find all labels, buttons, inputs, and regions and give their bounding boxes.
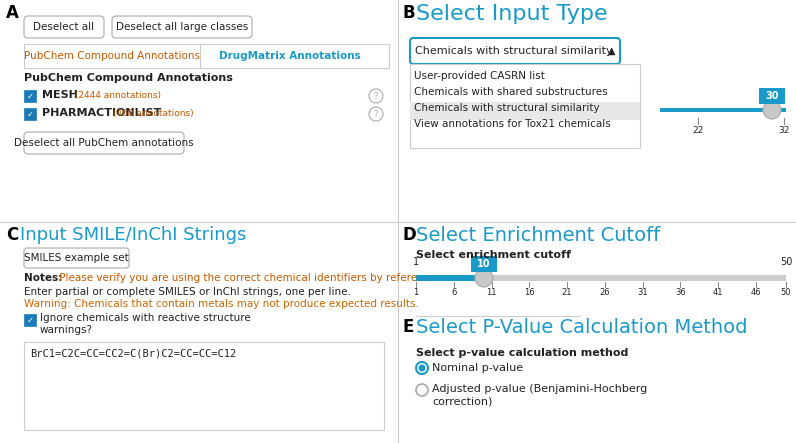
Text: ?: ?: [374, 92, 378, 101]
Text: Nominal p-value: Nominal p-value: [432, 363, 523, 373]
Bar: [24, 90, 36, 102]
Bar: [410, 102, 640, 120]
Text: Deselect all PubChem annotations: Deselect all PubChem annotations: [14, 138, 193, 148]
Text: 41: 41: [712, 288, 724, 297]
Text: Select Enrichment Cutoff: Select Enrichment Cutoff: [416, 226, 660, 245]
Bar: [24, 44, 389, 68]
Bar: [416, 275, 786, 281]
Text: Chemicals with structural similarity: Chemicals with structural similarity: [415, 46, 613, 56]
Text: D: D: [403, 226, 417, 244]
Text: 31: 31: [638, 288, 648, 297]
Text: Enter partial or complete SMILES or InChI strings, one per line.: Enter partial or complete SMILES or InCh…: [24, 287, 351, 297]
Text: warnings?: warnings?: [40, 325, 93, 335]
Bar: [759, 88, 785, 104]
Bar: [471, 256, 497, 272]
Text: Ignore chemicals with reactive structure: Ignore chemicals with reactive structure: [40, 313, 251, 323]
Bar: [24, 108, 36, 120]
Text: Select enrichment cutoff: Select enrichment cutoff: [416, 250, 571, 260]
Bar: [24, 314, 36, 326]
Text: B: B: [403, 4, 416, 22]
Bar: [416, 275, 484, 281]
Text: 16: 16: [524, 288, 535, 297]
Text: Select P-Value Calculation Method: Select P-Value Calculation Method: [416, 318, 747, 337]
Bar: [660, 108, 786, 112]
Text: Adjusted p-value (Benjamini-Hochberg: Adjusted p-value (Benjamini-Hochberg: [432, 384, 647, 394]
Text: E: E: [403, 318, 415, 336]
Text: 11: 11: [486, 288, 497, 297]
FancyBboxPatch shape: [24, 248, 129, 268]
Text: C: C: [6, 226, 18, 244]
Text: Input SMILE/InChI Strings: Input SMILE/InChI Strings: [20, 226, 247, 244]
FancyBboxPatch shape: [112, 16, 252, 38]
Text: PHARMACTIONLIST: PHARMACTIONLIST: [42, 108, 162, 118]
Text: 50: 50: [781, 288, 791, 297]
Text: correction): correction): [432, 396, 493, 406]
Text: Deselect all: Deselect all: [33, 22, 95, 32]
Text: 1: 1: [413, 257, 419, 267]
Text: ✓: ✓: [26, 109, 33, 118]
Text: Select Input Type: Select Input Type: [416, 4, 607, 24]
Text: Notes:: Notes:: [24, 273, 62, 283]
Text: User-provided CASRN list: User-provided CASRN list: [414, 71, 545, 81]
Text: Please verify you are using the correct chemical identifiers by refere: Please verify you are using the correct …: [56, 273, 417, 283]
Circle shape: [475, 269, 493, 287]
Text: ✓: ✓: [26, 315, 33, 325]
Text: 6: 6: [451, 288, 456, 297]
Text: 1: 1: [413, 288, 419, 297]
Text: 22: 22: [693, 126, 704, 135]
Text: ✓: ✓: [26, 92, 33, 101]
Text: Chemicals with shared substructures: Chemicals with shared substructures: [414, 87, 607, 97]
Text: (2444 annotations): (2444 annotations): [72, 91, 161, 100]
Text: 32: 32: [778, 126, 790, 135]
Text: Select p-value calculation method: Select p-value calculation method: [416, 348, 628, 358]
Circle shape: [416, 362, 428, 374]
Text: 21: 21: [562, 288, 572, 297]
Bar: [24, 342, 384, 430]
Text: 50: 50: [780, 257, 792, 267]
Text: Warning: Chemicals that contain metals may not produce expected results.: Warning: Chemicals that contain metals m…: [24, 299, 419, 309]
Text: MESH: MESH: [42, 90, 78, 100]
Text: SMILES example set: SMILES example set: [24, 253, 128, 263]
Text: 26: 26: [599, 288, 610, 297]
Text: Deselect all large classes: Deselect all large classes: [116, 22, 248, 32]
FancyBboxPatch shape: [24, 16, 104, 38]
Circle shape: [763, 101, 781, 119]
Text: 46: 46: [751, 288, 761, 297]
Text: PubChem Compound Annotations: PubChem Compound Annotations: [24, 73, 233, 83]
Text: (468 annotations): (468 annotations): [110, 109, 193, 118]
Text: ?: ?: [374, 109, 378, 118]
Text: Chemicals with structural similarity: Chemicals with structural similarity: [414, 103, 599, 113]
Text: BrC1=C2C=CC=CC2=C(Br)C2=CC=CC=C12: BrC1=C2C=CC=CC2=C(Br)C2=CC=CC=C12: [30, 348, 236, 358]
Circle shape: [416, 384, 428, 396]
Text: ▲: ▲: [608, 46, 616, 56]
Text: 36: 36: [675, 288, 685, 297]
Text: PubChem Compound Annotations: PubChem Compound Annotations: [24, 51, 200, 61]
Text: A: A: [6, 4, 19, 22]
Bar: [410, 64, 640, 148]
Text: 10: 10: [478, 259, 490, 269]
Circle shape: [419, 365, 426, 372]
FancyBboxPatch shape: [410, 38, 620, 64]
Text: View annotations for Tox21 chemicals: View annotations for Tox21 chemicals: [414, 119, 611, 129]
Text: 30: 30: [765, 91, 778, 101]
FancyBboxPatch shape: [24, 132, 184, 154]
Text: DrugMatrix Annotations: DrugMatrix Annotations: [219, 51, 361, 61]
